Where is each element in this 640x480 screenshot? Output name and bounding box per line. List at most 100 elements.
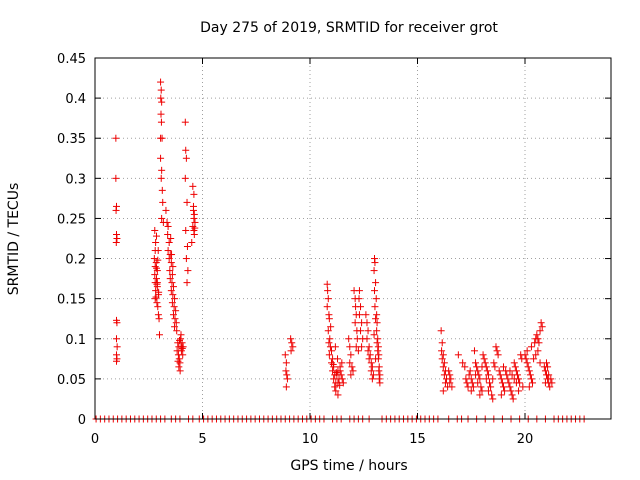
data-point xyxy=(339,379,347,387)
data-point xyxy=(512,379,520,387)
data-point xyxy=(150,255,158,263)
data-point xyxy=(492,343,500,351)
data-point xyxy=(323,280,331,288)
data-point xyxy=(474,367,482,375)
data-point xyxy=(157,94,165,102)
data-point xyxy=(157,118,165,126)
data-point xyxy=(373,339,381,347)
data-point xyxy=(480,355,488,363)
data-point xyxy=(169,263,177,271)
data-point xyxy=(525,383,533,391)
data-point xyxy=(476,375,484,383)
data-point xyxy=(152,293,160,301)
data-point xyxy=(543,359,550,367)
data-point xyxy=(536,327,544,335)
data-point xyxy=(376,379,384,387)
data-point xyxy=(349,367,357,375)
data-point xyxy=(167,287,175,295)
data-point xyxy=(158,98,166,106)
data-point xyxy=(178,344,186,352)
data-point xyxy=(173,327,181,335)
data-point xyxy=(370,331,378,339)
data-point xyxy=(363,319,371,327)
data-point xyxy=(535,339,543,347)
data-point xyxy=(510,375,518,383)
y-tick-label: 0.05 xyxy=(57,373,86,388)
data-point xyxy=(536,359,544,367)
data-point xyxy=(438,355,446,363)
data-point xyxy=(479,351,487,359)
data-point xyxy=(323,303,331,311)
data-point xyxy=(188,239,196,247)
data-point xyxy=(372,315,380,323)
data-point xyxy=(494,351,502,359)
data-point xyxy=(491,363,499,371)
data-point xyxy=(472,359,480,367)
data-point xyxy=(184,267,192,275)
data-point xyxy=(482,375,490,383)
data-point xyxy=(113,235,121,242)
data-point xyxy=(524,363,532,371)
data-point xyxy=(484,387,492,395)
data-points xyxy=(92,78,588,423)
data-point xyxy=(345,335,353,343)
data-point xyxy=(113,357,120,365)
data-point xyxy=(282,359,290,367)
data-point xyxy=(486,379,494,387)
data-point xyxy=(368,363,376,371)
data-point xyxy=(465,371,473,379)
y-tick-label: 0.15 xyxy=(57,293,86,308)
data-point xyxy=(369,371,377,379)
data-point xyxy=(533,331,541,339)
data-point xyxy=(512,367,520,375)
data-point xyxy=(156,331,163,339)
data-point xyxy=(332,368,340,376)
data-point xyxy=(182,226,190,234)
data-point xyxy=(183,243,191,251)
data-point xyxy=(470,347,478,355)
data-point xyxy=(182,255,190,263)
data-point xyxy=(157,110,165,118)
data-point xyxy=(362,311,370,319)
data-point xyxy=(506,367,514,375)
data-point xyxy=(357,303,365,311)
data-point xyxy=(365,343,373,351)
data-point xyxy=(324,327,332,335)
data-point xyxy=(448,383,456,391)
data-point xyxy=(497,391,505,399)
data-point xyxy=(351,319,359,327)
data-point xyxy=(347,351,355,359)
data-point xyxy=(152,239,160,247)
data-point xyxy=(283,375,291,383)
data-point xyxy=(508,391,516,399)
data-point xyxy=(545,371,553,379)
data-point xyxy=(525,367,533,375)
data-point xyxy=(437,327,445,335)
data-point xyxy=(158,186,166,194)
data-point xyxy=(548,379,556,387)
data-point xyxy=(440,359,448,367)
data-point xyxy=(172,319,180,327)
data-point xyxy=(190,230,198,238)
data-point xyxy=(325,315,333,323)
data-point xyxy=(172,307,180,315)
data-point xyxy=(158,166,166,174)
data-point xyxy=(157,78,165,86)
data-point xyxy=(504,375,512,383)
data-point xyxy=(498,379,506,387)
data-point xyxy=(346,343,354,351)
data-point xyxy=(324,287,332,295)
data-point xyxy=(506,383,514,391)
data-point xyxy=(439,387,447,395)
data-point xyxy=(282,367,290,375)
y-axis-label: SRMTID / TECUs xyxy=(6,183,22,296)
data-point xyxy=(281,351,289,359)
data-point xyxy=(174,357,182,365)
data-point xyxy=(155,315,163,323)
data-point xyxy=(493,347,501,355)
data-point xyxy=(331,343,339,351)
data-point xyxy=(439,351,447,359)
data-point xyxy=(521,351,529,359)
data-point xyxy=(365,355,373,363)
